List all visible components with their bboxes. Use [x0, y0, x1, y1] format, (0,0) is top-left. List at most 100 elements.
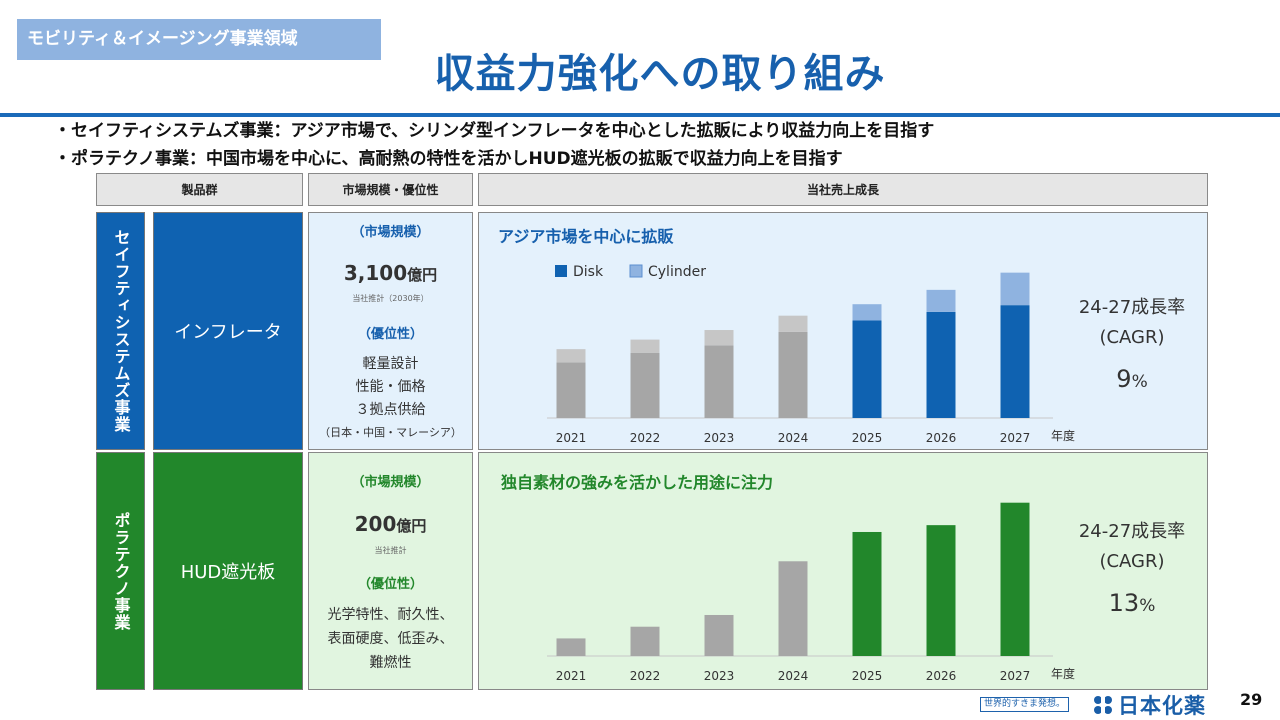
- col-header-market: 市場規模・優位性: [308, 173, 473, 206]
- company-logo: 日本化薬: [1092, 690, 1206, 720]
- bar-2022-cylinder: [630, 339, 660, 353]
- product-inflator-label: インフレータ: [174, 322, 282, 343]
- advantage-line: ３拠点供給: [355, 402, 426, 418]
- cagr-hud: 24-27成長率 (CAGR) 13%: [1057, 453, 1207, 691]
- cagr-label: 24-27成長率: [1078, 521, 1186, 542]
- advantage-heading: （優位性）: [357, 327, 423, 342]
- bar-2027-disk: [1000, 305, 1030, 418]
- x-tick-label: 2027: [1000, 669, 1031, 683]
- bar-2026-cylinder: [926, 289, 956, 312]
- bar-2024: [778, 561, 808, 656]
- market-size-unit: 億円: [396, 517, 427, 535]
- col-header-product-group: 製品群: [96, 173, 303, 206]
- bar-2022: [630, 626, 660, 656]
- product-hud-label: HUD遮光板: [180, 562, 276, 583]
- bar-2021-cylinder: [556, 349, 586, 363]
- market-box-hud: （市場規模） 200億円 当社推計 （優位性） 光学特性、耐久性、 表面硬度、低…: [308, 452, 473, 690]
- company-tagline: 世界的すきま発想。: [980, 697, 1070, 712]
- panel-title-hud: 独自素材の強みを活かした用途に注力: [501, 473, 774, 492]
- x-tick-label: 2021: [556, 669, 587, 683]
- bullet-polatechno: ・ポラテクノ事業：中国市場を中心に、高耐熱の特性を活かしHUD遮光板の拡販で収益…: [54, 149, 843, 169]
- product-inflator: インフレータ: [153, 212, 303, 450]
- segment-label-safety: セイフティシステムズ事業: [96, 212, 145, 450]
- bar-2023-disk: [704, 345, 734, 418]
- bar-2026-disk: [926, 311, 956, 418]
- bar-2027: [1000, 502, 1030, 656]
- market-size-unit: 億円: [407, 266, 438, 284]
- bar-2025: [852, 531, 882, 656]
- cagr-inflator: 24-27成長率 (CAGR) 9%: [1057, 213, 1207, 451]
- logo-mark-icon: [1094, 696, 1112, 714]
- market-size-number: 200: [354, 512, 397, 536]
- x-tick-label: 2021: [556, 431, 587, 445]
- x-tick-label: 2025: [852, 669, 883, 683]
- x-tick-label: 2022: [630, 431, 661, 445]
- bar-2022-disk: [630, 352, 660, 418]
- chart-hud-sales: 2021 2022 2023 2024 2025 2026 2027 年度: [547, 502, 1075, 683]
- cagr-number: 9: [1116, 365, 1132, 393]
- x-tick-label: 2023: [704, 669, 735, 683]
- advantage-line: 軽量設計: [362, 356, 419, 372]
- sales-panel-hud: 独自素材の強みを活かした用途に注力 2021 2022 2023 2024 2025 20…: [478, 452, 1208, 690]
- sales-panel-inflator: アジア市場を中心に拡販 2021 2022 2023 2024 2025 2026 2027…: [478, 212, 1208, 450]
- segment-label-polatechno-text: ポラテクノ事業: [111, 511, 131, 631]
- market-size-note: 当社推計（2030年）: [352, 294, 429, 303]
- legend-label-cylinder: Cylinder: [648, 264, 706, 280]
- advantage-line: 性能・価格: [355, 379, 426, 395]
- bullet-safety: ・セイフティシステムズ事業：アジア市場で、シリンダ型インフレータを中心とした拡販…: [54, 121, 935, 141]
- bar-2024-disk: [778, 331, 808, 418]
- x-tick-label: 2024: [778, 431, 809, 445]
- bar-2024-cylinder: [778, 315, 808, 332]
- page-title: 収益力強化への取り組み: [434, 51, 886, 97]
- x-tick-label: 2022: [630, 669, 661, 683]
- x-tick-label: 2025: [852, 431, 883, 445]
- company-name: 日本化薬: [1118, 694, 1206, 718]
- segment-label-safety-text: セイフティシステムズ事業: [111, 229, 131, 433]
- x-tick-label: 2026: [926, 431, 957, 445]
- bar-2023: [704, 614, 734, 656]
- bar-2025-cylinder: [852, 304, 882, 321]
- bar-2021: [556, 638, 586, 656]
- cagr-number: 13: [1108, 589, 1140, 617]
- product-hud: HUD遮光板: [153, 452, 303, 690]
- x-axis-unit: 年度: [1051, 666, 1075, 681]
- panel-title-inflator: アジア市場を中心に拡販: [498, 227, 674, 246]
- cagr-value: 9%: [1057, 365, 1207, 393]
- advantage-heading: （優位性）: [357, 577, 423, 592]
- cagr-label-sub: (CAGR): [1099, 327, 1165, 348]
- cagr-label-sub: (CAGR): [1099, 551, 1165, 572]
- segment-label-polatechno: ポラテクノ事業: [96, 452, 145, 690]
- advantage-line: 難燃性: [369, 655, 412, 671]
- market-size-value: 3,100億円: [309, 261, 472, 285]
- bar-2027-cylinder: [1000, 272, 1030, 306]
- legend-swatch-cylinder: [629, 264, 643, 278]
- market-size-heading: （市場規模）: [351, 225, 430, 240]
- advantage-line: 光学特性、耐久性、: [327, 607, 454, 623]
- bar-2023-cylinder: [704, 330, 734, 346]
- x-axis-unit: 年度: [1051, 428, 1075, 443]
- cagr-value: 13%: [1057, 589, 1207, 617]
- col-header-sales-growth: 当社売上成長: [478, 173, 1208, 206]
- x-tick-label: 2023: [704, 431, 735, 445]
- page-number: 29: [1240, 690, 1263, 709]
- market-size-value: 200億円: [309, 512, 472, 536]
- bar-2025-disk: [852, 320, 882, 418]
- market-size-heading: （市場規模）: [351, 475, 430, 490]
- x-tick-label: 2027: [1000, 431, 1031, 445]
- cagr-unit: %: [1139, 596, 1156, 616]
- legend-label-disk: Disk: [573, 264, 604, 280]
- bar-2021-disk: [556, 362, 586, 418]
- chart-inflator-sales: 2021 2022 2023 2024 2025 2026 2027 年度 Disk Cylind…: [547, 264, 1075, 445]
- x-tick-label: 2026: [926, 669, 957, 683]
- cagr-label: 24-27成長率: [1078, 297, 1186, 318]
- advantage-line: 表面硬度、低歪み、: [327, 631, 454, 647]
- market-size-note: 当社推計: [374, 546, 407, 555]
- division-tag: モビリティ＆イメージング事業領域: [17, 19, 381, 60]
- bar-2026: [926, 525, 956, 656]
- advantage-sub: （日本・中国・マレーシア）: [319, 426, 462, 439]
- market-box-inflator: （市場規模） 3,100億円 当社推計（2030年） （優位性） 軽量設計 性能…: [308, 212, 473, 450]
- market-size-number: 3,100: [343, 261, 408, 285]
- cagr-unit: %: [1131, 372, 1148, 392]
- x-tick-label: 2024: [778, 669, 809, 683]
- title-divider: [0, 113, 1280, 117]
